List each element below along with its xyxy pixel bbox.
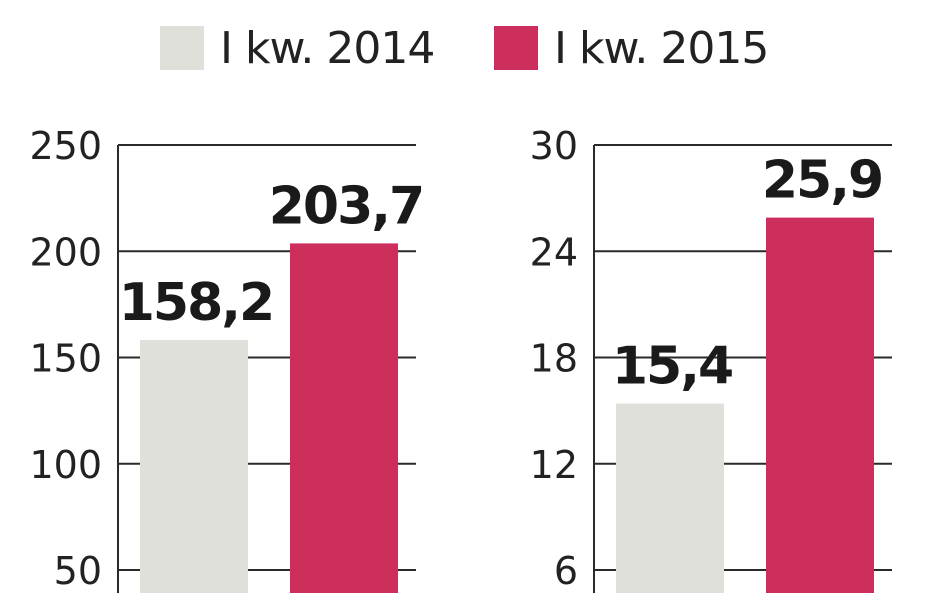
bar-2014 — [140, 340, 248, 593]
y-tick-label: 30 — [530, 124, 578, 168]
y-tick-label: 18 — [530, 337, 578, 381]
bar-value-label: 203,7 — [269, 176, 423, 236]
y-tick-label: 150 — [29, 337, 102, 381]
y-tick-label: 250 — [29, 124, 102, 168]
legend-item-2015: I kw. 2015 — [494, 18, 769, 78]
bar-value-label: 15,4 — [612, 337, 732, 397]
y-tick-label: 6 — [554, 549, 578, 593]
chart-1: 50 100 150 200 250 158,2 203,7 — [29, 124, 425, 593]
y-tick-label: 50 — [54, 549, 102, 593]
legend-swatch-2015 — [494, 26, 538, 70]
bar-2015 — [766, 217, 874, 593]
y-tick-label: 200 — [29, 230, 102, 274]
bar-2014 — [616, 403, 724, 593]
bar-value-label: 25,9 — [762, 151, 882, 211]
y-tick-label: 12 — [530, 443, 578, 487]
y-tick-label: 24 — [530, 230, 578, 274]
legend-swatch-2014 — [160, 26, 204, 70]
legend-label-2014: I kw. 2014 — [220, 22, 435, 74]
legend: I kw. 2014 I kw. 2015 — [0, 18, 948, 78]
y-tick-label: 100 — [29, 443, 102, 487]
bar-2015 — [290, 243, 398, 593]
chart-2: 6 12 18 24 30 15,4 25,9 — [530, 124, 892, 593]
bar-value-label: 158,2 — [119, 273, 273, 333]
legend-item-2014: I kw. 2014 — [160, 18, 435, 78]
legend-label-2015: I kw. 2015 — [554, 22, 769, 74]
